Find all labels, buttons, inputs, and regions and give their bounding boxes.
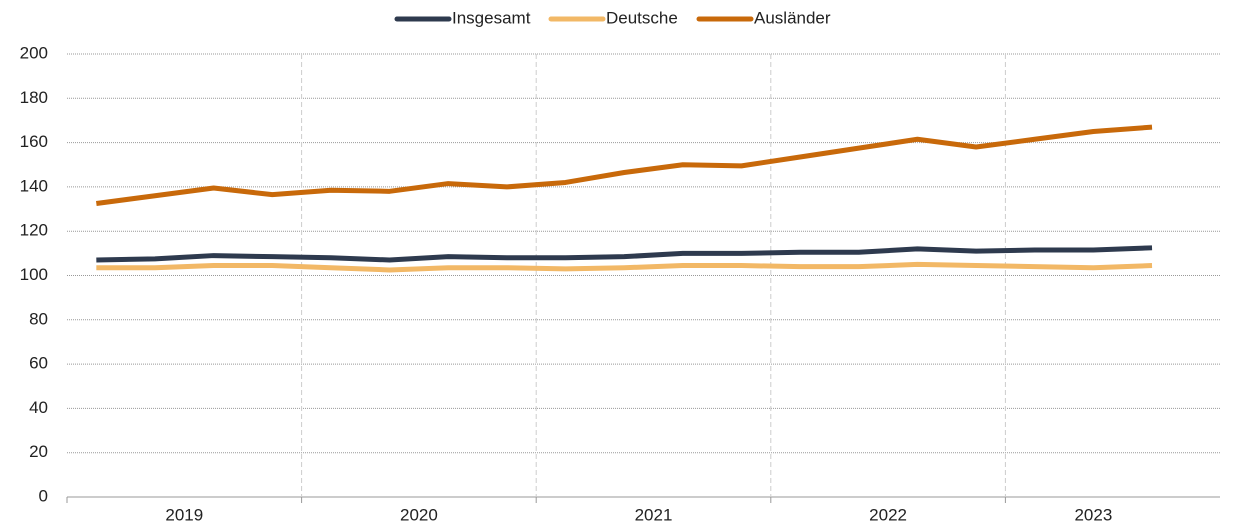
line — [95, 124, 1153, 206]
y-tick-label: 140 — [20, 176, 48, 195]
y-tick-label: 180 — [20, 88, 48, 107]
y-tick-label: 100 — [20, 265, 48, 284]
y-tick-label: 0 — [39, 486, 48, 505]
legend-label: Deutsche — [606, 8, 678, 27]
y-tick-label: 200 — [20, 43, 48, 62]
line — [96, 245, 1153, 263]
legend-label: Insgesamt — [452, 8, 531, 27]
x-tick-label: 2022 — [869, 505, 907, 524]
y-tick-label: 160 — [20, 132, 48, 151]
y-tick-label: 40 — [29, 398, 48, 417]
y-tick-label: 80 — [29, 309, 48, 328]
y-tick-label: 20 — [29, 442, 48, 461]
y-tick-label: 60 — [29, 354, 48, 373]
x-tick-label: 2023 — [1074, 505, 1112, 524]
x-tick-label: 2020 — [400, 505, 438, 524]
x-tick-label: 2021 — [635, 505, 673, 524]
y-tick-label: 120 — [20, 221, 48, 240]
x-tick-label: 2019 — [165, 505, 203, 524]
legend-label: Ausländer — [754, 8, 831, 27]
line — [96, 261, 1153, 273]
